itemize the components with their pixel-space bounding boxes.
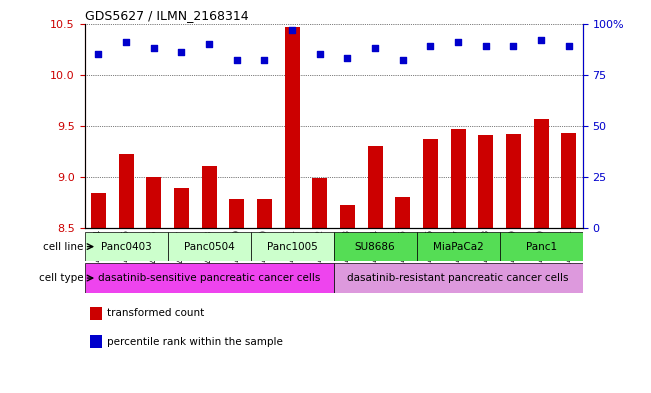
- Text: cell type: cell type: [38, 273, 83, 283]
- Text: GDS5627 / ILMN_2168314: GDS5627 / ILMN_2168314: [85, 9, 248, 22]
- Bar: [91, 193, 106, 228]
- Bar: [85, 232, 168, 261]
- Bar: [500, 232, 583, 261]
- Bar: [90, 307, 102, 320]
- Text: transformed count: transformed count: [107, 309, 204, 318]
- Point: [453, 39, 464, 45]
- Bar: [251, 232, 333, 261]
- Point: [148, 45, 159, 51]
- Point: [536, 37, 546, 43]
- Bar: [395, 197, 410, 228]
- Text: Panc0403: Panc0403: [101, 242, 152, 252]
- Point: [259, 57, 270, 64]
- Bar: [312, 178, 327, 228]
- Point: [370, 45, 380, 51]
- Point: [232, 57, 242, 64]
- Bar: [333, 232, 417, 261]
- Point: [176, 49, 187, 55]
- Text: percentile rank within the sample: percentile rank within the sample: [107, 336, 283, 347]
- Bar: [561, 133, 576, 228]
- Bar: [450, 129, 465, 228]
- Bar: [333, 263, 583, 293]
- Point: [398, 57, 408, 64]
- Point: [314, 51, 325, 57]
- Bar: [146, 177, 161, 228]
- Point: [342, 55, 353, 61]
- Bar: [229, 199, 244, 228]
- Bar: [423, 139, 438, 228]
- Bar: [340, 206, 355, 228]
- Bar: [85, 263, 333, 293]
- Point: [480, 43, 491, 49]
- Bar: [118, 154, 133, 228]
- Bar: [284, 27, 299, 228]
- Text: SU8686: SU8686: [355, 242, 395, 252]
- Bar: [506, 134, 521, 228]
- Point: [287, 27, 298, 33]
- Bar: [174, 188, 189, 228]
- Point: [508, 43, 519, 49]
- Text: dasatinib-sensitive pancreatic cancer cells: dasatinib-sensitive pancreatic cancer ce…: [98, 273, 320, 283]
- Point: [121, 39, 132, 45]
- Text: MiaPaCa2: MiaPaCa2: [433, 242, 484, 252]
- Bar: [90, 335, 102, 348]
- Point: [204, 41, 214, 47]
- Bar: [478, 135, 493, 228]
- Point: [93, 51, 104, 57]
- Bar: [257, 199, 272, 228]
- Bar: [202, 165, 217, 228]
- Text: dasatinib-resistant pancreatic cancer cells: dasatinib-resistant pancreatic cancer ce…: [348, 273, 569, 283]
- Text: cell line: cell line: [43, 242, 83, 252]
- Bar: [368, 146, 383, 228]
- Text: Panc1005: Panc1005: [267, 242, 318, 252]
- Point: [425, 43, 436, 49]
- Point: [564, 43, 574, 49]
- Bar: [417, 232, 500, 261]
- Text: Panc1: Panc1: [525, 242, 557, 252]
- Bar: [168, 232, 251, 261]
- Text: Panc0504: Panc0504: [184, 242, 234, 252]
- Bar: [534, 119, 549, 228]
